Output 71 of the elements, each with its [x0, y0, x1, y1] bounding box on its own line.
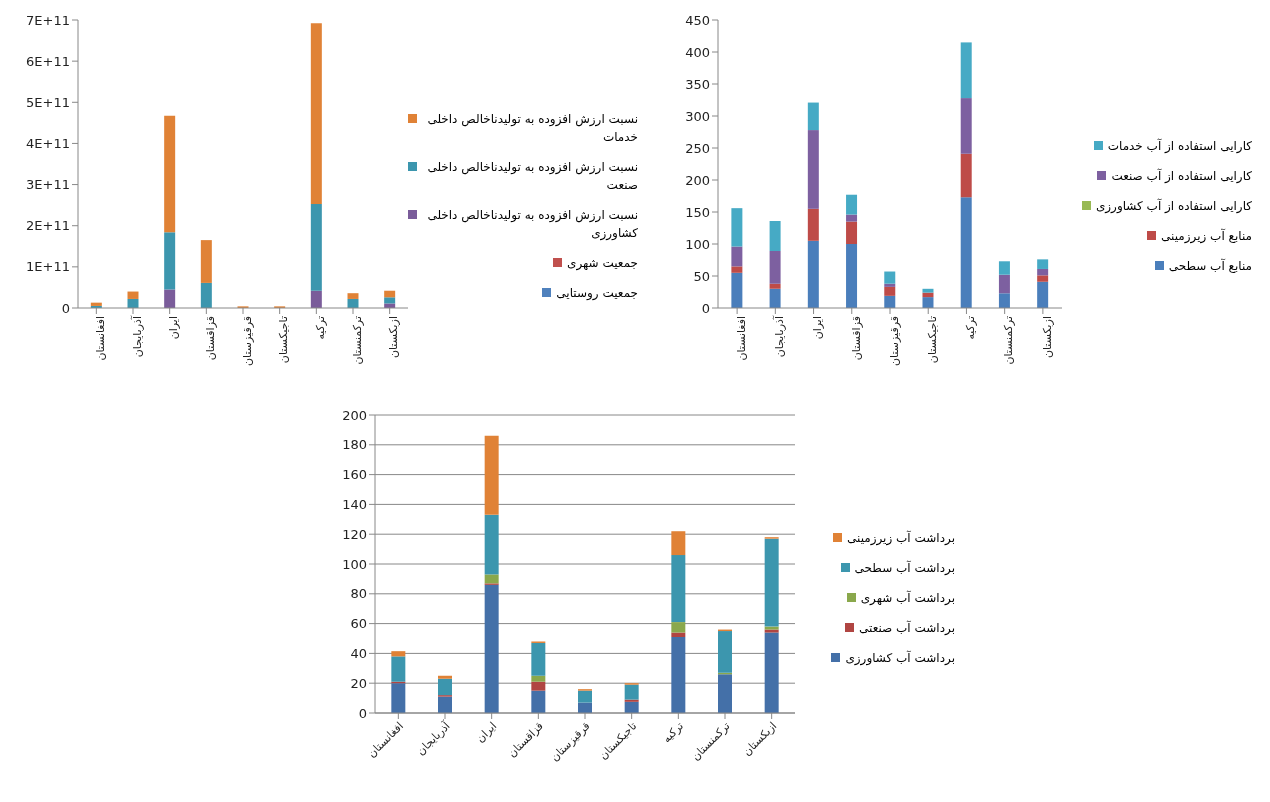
x-tick-label: قزاقستان: [505, 719, 546, 760]
y-tick-label: 120: [342, 526, 367, 542]
y-tick-label: 140: [342, 497, 367, 513]
x-tick-label: قرقیزستان: [240, 316, 254, 366]
legend-label: برداشت آب شهری: [860, 589, 955, 607]
x-tick-label: ازبکستان: [387, 316, 401, 359]
y-tick-label: 180: [342, 437, 367, 453]
x-tick-label: آذربایجان: [413, 718, 454, 758]
legend-label: برداشت آب کشاورزی: [845, 649, 955, 667]
y-tick-label: 20: [350, 675, 367, 691]
y-tick-label: 350: [685, 76, 710, 92]
legend-label: نسبت ارزش افزوده به تولیدناخالص داخلی کشاورزی: [426, 206, 638, 242]
legend-label: جمعیت شهری: [567, 254, 638, 272]
y-tick-label: 5E+11: [26, 94, 70, 110]
y-tick-label: 0: [358, 705, 367, 721]
y-tick-label: 100: [342, 556, 367, 572]
x-tick-label: قرقیزستان: [887, 316, 901, 366]
y-tick-label: 80: [350, 586, 367, 602]
y-tick-label: 100: [685, 236, 710, 252]
x-tick-label: افغانستان: [365, 719, 406, 761]
x-tick-label: ترکیه: [964, 316, 978, 340]
y-tick-label: 160: [342, 467, 367, 483]
legend-label: کارایی استفاده از آب کشاورزی: [1095, 197, 1252, 215]
x-tick-label: قزاقستان: [204, 316, 218, 361]
x-tick-label: افغانستان: [734, 316, 748, 361]
y-tick-label: 7E+11: [26, 12, 70, 28]
legend-label: منابع آب زیرزمینی: [1161, 227, 1252, 245]
y-tick-label: 0: [701, 300, 710, 316]
y-tick-label: 6E+11: [26, 53, 70, 69]
legend-label: نسبت ارزش افزوده به تولیدناخالص داخلی خدمات: [426, 110, 638, 146]
legend-label: جمعیت روستایی: [556, 284, 638, 302]
y-tick-label: 3E+11: [26, 177, 70, 193]
x-tick-label: تاجیکستان: [926, 316, 940, 364]
x-tick-label: ازبکستان: [1040, 316, 1054, 359]
x-tick-label: تاجیکستان: [596, 719, 640, 762]
x-tick-label: تاجیکستان: [277, 316, 291, 364]
y-tick-label: 2E+11: [26, 218, 70, 234]
x-tick-label: ایران: [811, 316, 825, 340]
x-tick-label: قرقیزستان: [548, 719, 593, 764]
x-tick-label: قزاقستان: [849, 316, 863, 361]
x-tick-label: آذربایجان: [772, 315, 787, 358]
y-tick-label: 1E+11: [26, 259, 70, 275]
y-tick-label: 400: [685, 44, 710, 60]
y-tick-label: 300: [685, 108, 710, 124]
legend-label: کارایی استفاده از آب صنعت: [1111, 167, 1252, 185]
y-tick-label: 200: [342, 407, 367, 423]
y-tick-label: 50: [693, 268, 710, 284]
y-tick-label: 250: [685, 140, 710, 156]
x-tick-label: آذربایجان: [129, 315, 144, 358]
x-tick-label: ترکیه: [314, 316, 328, 340]
x-tick-label: ازبکستان: [740, 719, 780, 759]
legend-label: نسبت ارزش افزوده به تولیدناخالص داخلی صنعت: [426, 158, 638, 194]
y-tick-label: 200: [685, 172, 710, 188]
legend-label: منابع آب سطحی: [1168, 257, 1252, 275]
legend-label: برداشت آب سطحی: [854, 559, 955, 577]
x-tick-label: ترکمنستان: [350, 316, 364, 365]
y-tick-label: 0: [61, 300, 70, 316]
y-tick-label: 40: [350, 646, 367, 662]
legend-label: برداشت آب صنعتی: [859, 619, 955, 637]
x-tick-label: ترکیه: [660, 719, 686, 746]
y-tick-label: 150: [685, 204, 710, 220]
x-tick-label: ترکمنستان: [689, 719, 733, 764]
y-tick-label: 4E+11: [26, 136, 70, 152]
x-tick-label: ایران: [473, 719, 500, 746]
legend-label: برداشت آب زیرزمینی: [847, 529, 955, 547]
x-tick-label: افغانستان: [94, 316, 108, 361]
x-tick-label: ترکمنستان: [1002, 316, 1016, 365]
y-tick-label: 450: [685, 12, 710, 28]
x-tick-label: ایران: [167, 316, 181, 340]
legend-label: کارایی استفاده از آب خدمات: [1107, 137, 1252, 155]
y-tick-label: 60: [350, 616, 367, 632]
